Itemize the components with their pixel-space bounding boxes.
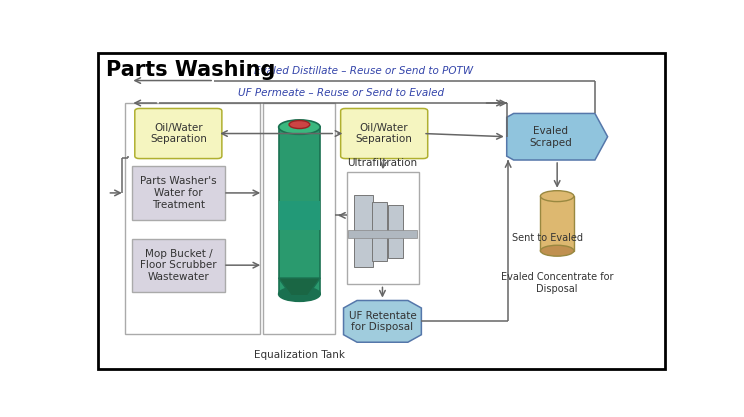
Text: Mop Bucket /
Floor Scrubber
Wastewater: Mop Bucket / Floor Scrubber Wastewater (140, 249, 217, 282)
Polygon shape (507, 113, 608, 160)
Ellipse shape (289, 121, 310, 128)
FancyBboxPatch shape (354, 196, 373, 267)
Ellipse shape (279, 120, 320, 134)
Text: Parts Washer's
Water for
Treatment: Parts Washer's Water for Treatment (140, 176, 217, 209)
Text: Evaled
Scraped: Evaled Scraped (530, 126, 572, 148)
Text: Equalization Tank: Equalization Tank (254, 350, 345, 360)
Text: UF Retentate
for Disposal: UF Retentate for Disposal (349, 311, 417, 332)
FancyBboxPatch shape (341, 108, 428, 158)
Text: Ultrafiltration: Ultrafiltration (347, 158, 417, 168)
FancyBboxPatch shape (135, 108, 222, 158)
FancyBboxPatch shape (279, 127, 320, 294)
FancyBboxPatch shape (132, 166, 225, 220)
FancyBboxPatch shape (348, 230, 417, 238)
FancyBboxPatch shape (388, 205, 403, 258)
Polygon shape (279, 278, 320, 296)
Ellipse shape (279, 287, 320, 301)
Text: Evaled Distillate – Reuse or Send to POTW: Evaled Distillate – Reuse or Send to POT… (254, 66, 474, 76)
Text: Oil/Water
Separation: Oil/Water Separation (150, 123, 207, 144)
FancyBboxPatch shape (347, 172, 419, 284)
FancyBboxPatch shape (372, 202, 387, 261)
FancyBboxPatch shape (97, 53, 665, 369)
FancyBboxPatch shape (263, 103, 336, 334)
Text: Oil/Water
Separation: Oil/Water Separation (356, 123, 413, 144)
FancyBboxPatch shape (279, 201, 320, 230)
FancyBboxPatch shape (132, 239, 225, 292)
Polygon shape (344, 301, 421, 342)
Ellipse shape (540, 191, 574, 201)
Text: UF Permeate – Reuse or Send to Evaled: UF Permeate – Reuse or Send to Evaled (238, 88, 444, 98)
Text: Evaled Concentrate for
Disposal: Evaled Concentrate for Disposal (501, 272, 613, 294)
FancyBboxPatch shape (125, 103, 260, 334)
Ellipse shape (540, 245, 574, 256)
FancyBboxPatch shape (540, 196, 574, 251)
Text: Sent to Evaled: Sent to Evaled (512, 233, 583, 243)
Text: Parts Washing: Parts Washing (106, 60, 275, 80)
